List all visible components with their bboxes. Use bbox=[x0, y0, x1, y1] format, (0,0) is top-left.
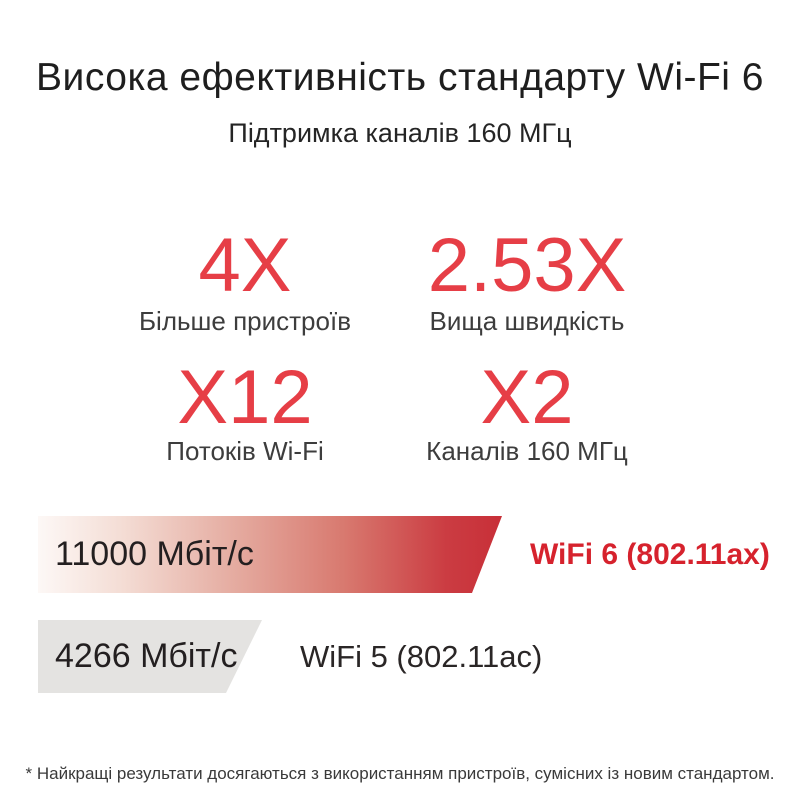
wifi6-series-label: WiFi 6 (802.11ax) bbox=[530, 537, 770, 571]
page-title: Висока ефективність стандарту Wi-Fi 6 bbox=[36, 56, 764, 99]
stat-more-devices-label: Більше пристроїв bbox=[138, 306, 352, 336]
stat-160mhz-channels-label: Каналів 160 МГц bbox=[426, 436, 628, 466]
stat-higher-speed-label: Вища швидкість bbox=[429, 306, 625, 336]
stat-more-devices-value: 4X bbox=[198, 223, 292, 308]
wifi6-speed-value: 11000 Мбіт/с bbox=[55, 535, 254, 573]
stat-higher-speed-value: 2.53X bbox=[427, 223, 627, 308]
wifi5-series-label: WiFi 5 (802.11ac) bbox=[300, 638, 543, 674]
page-subtitle: Підтримка каналів 160 МГц bbox=[228, 118, 572, 148]
footnote: * Найкращі результати досягаються з вико… bbox=[25, 764, 775, 783]
stat-wifi-streams-label: Потоків Wi-Fi bbox=[166, 436, 324, 466]
stat-wifi-streams-value: X12 bbox=[177, 355, 313, 440]
stat-160mhz-channels-value: X2 bbox=[480, 355, 574, 440]
wifi5-speed-value: 4266 Мбіт/с bbox=[55, 637, 238, 675]
wifi6-speed-bar: 11000 Мбіт/с bbox=[38, 516, 502, 593]
wifi5-speed-bar: 4266 Мбіт/с bbox=[38, 620, 262, 693]
